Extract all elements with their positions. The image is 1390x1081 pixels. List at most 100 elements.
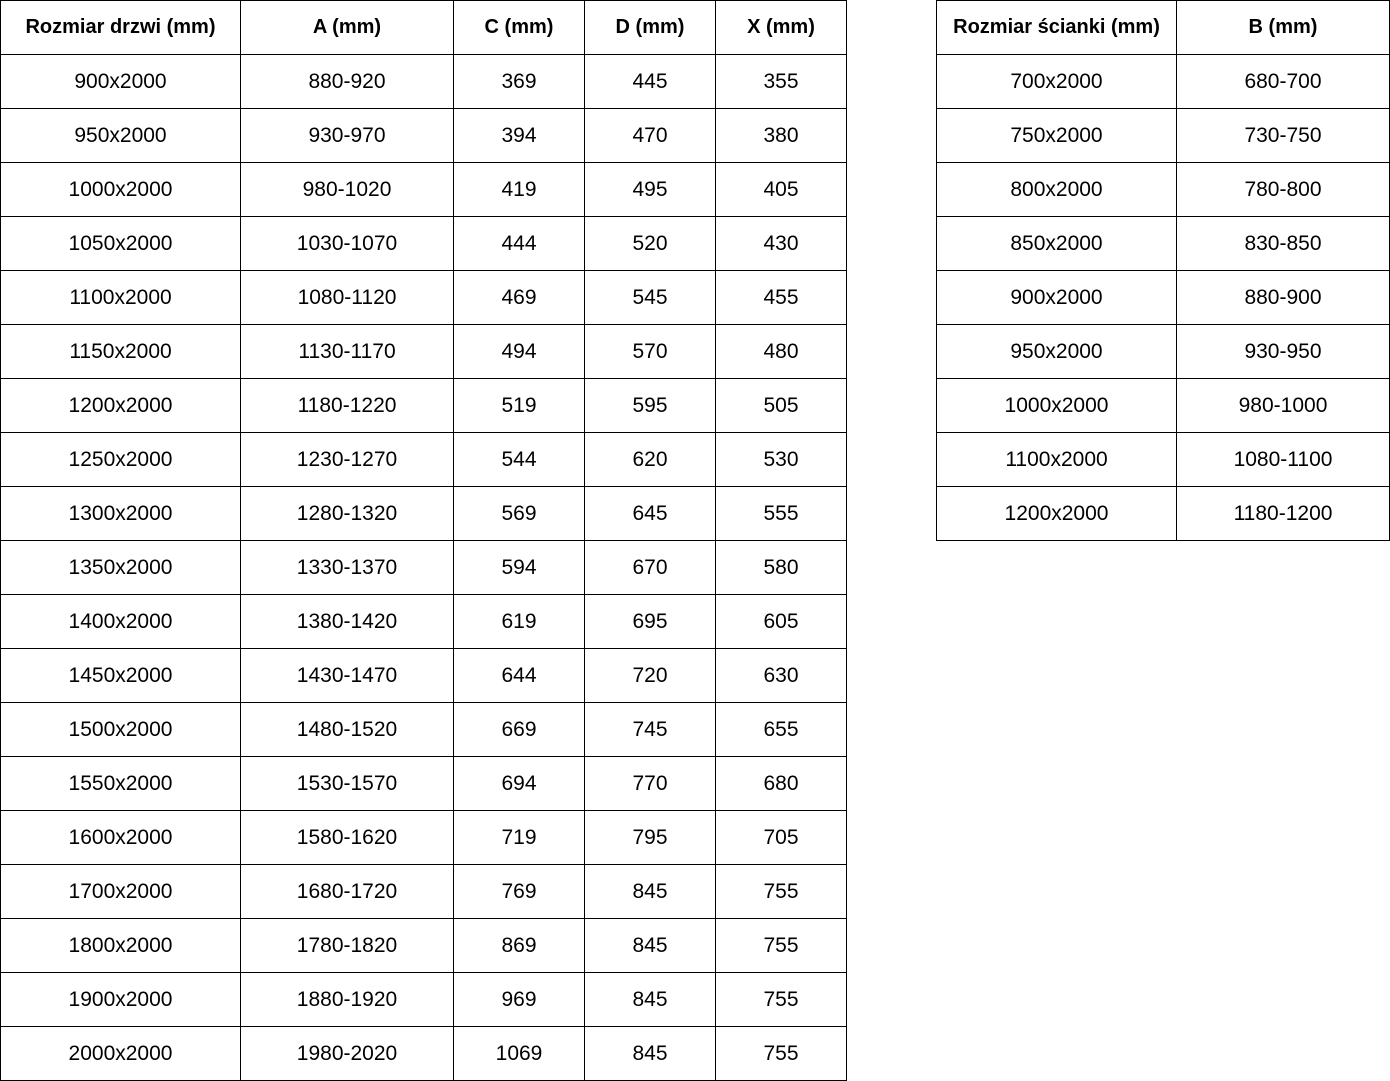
- table-cell: 519: [453, 378, 585, 433]
- table-cell: 1069: [453, 1026, 585, 1081]
- table-cell: 545: [584, 270, 716, 325]
- table-row: 1550x2000 1530-1570 694 770 680: [0, 756, 847, 811]
- table-row: 1200x2000 1180-1220 519 595 505: [0, 378, 847, 433]
- table-cell: 1000x2000: [936, 378, 1177, 433]
- table-cell: 505: [715, 378, 847, 433]
- table-cell: 930-950: [1176, 324, 1390, 379]
- table-cell: 1550x2000: [0, 756, 241, 811]
- table-cell: 845: [584, 918, 716, 973]
- table-cell: 670: [584, 540, 716, 595]
- table-row: 1900x2000 1880-1920 969 845 755: [0, 972, 847, 1027]
- table-cell: 455: [715, 270, 847, 325]
- table-cell: 880-920: [240, 54, 454, 109]
- table-cell: 469: [453, 270, 585, 325]
- table-cell: 595: [584, 378, 716, 433]
- table-cell: 620: [584, 432, 716, 487]
- wall-size-table: Rozmiar ścianki (mm) B (mm) 700x2000 680-7…: [936, 0, 1390, 541]
- table-cell: 830-850: [1176, 216, 1390, 271]
- table-cell: 1380-1420: [240, 594, 454, 649]
- table-cell: 445: [584, 54, 716, 109]
- table-cell: 1450x2000: [0, 648, 241, 703]
- table-cell: 694: [453, 756, 585, 811]
- table-cell: 555: [715, 486, 847, 541]
- table-cell: 755: [715, 918, 847, 973]
- table-row: 1450x2000 1430-1470 644 720 630: [0, 648, 847, 703]
- table-cell: 1780-1820: [240, 918, 454, 973]
- table-row: 1150x2000 1130-1170 494 570 480: [0, 324, 847, 379]
- table-cell: 530: [715, 432, 847, 487]
- column-header: D (mm): [584, 0, 716, 55]
- table-row: 700x2000 680-700: [936, 54, 1390, 109]
- table-cell: 845: [584, 1026, 716, 1081]
- table-row: 1100x2000 1080-1120 469 545 455: [0, 270, 847, 325]
- table-cell: 770: [584, 756, 716, 811]
- table-cell: 1530-1570: [240, 756, 454, 811]
- table-cell: 680-700: [1176, 54, 1390, 109]
- table-row: 1000x2000 980-1000: [936, 378, 1390, 433]
- table-cell: 1130-1170: [240, 324, 454, 379]
- table-cell: 419: [453, 162, 585, 217]
- column-header: Rozmiar drzwi (mm): [0, 0, 241, 55]
- table-cell: 755: [715, 972, 847, 1027]
- table-cell: 980-1020: [240, 162, 454, 217]
- table-cell: 1330-1370: [240, 540, 454, 595]
- table-cell: 355: [715, 54, 847, 109]
- table-cell: 470: [584, 108, 716, 163]
- table-cell: 605: [715, 594, 847, 649]
- table-cell: 655: [715, 702, 847, 757]
- table-cell: 1080-1120: [240, 270, 454, 325]
- table-cell: 700x2000: [936, 54, 1177, 109]
- table-row: 850x2000 830-850: [936, 216, 1390, 271]
- table-cell: 1500x2000: [0, 702, 241, 757]
- table-row: 1100x2000 1080-1100: [936, 432, 1390, 487]
- table-cell: 1100x2000: [0, 270, 241, 325]
- table-cell: 1800x2000: [0, 918, 241, 973]
- table-cell: 1400x2000: [0, 594, 241, 649]
- table-row: 1350x2000 1330-1370 594 670 580: [0, 540, 847, 595]
- table-cell: 780-800: [1176, 162, 1390, 217]
- table-cell: 644: [453, 648, 585, 703]
- table-row: 1050x2000 1030-1070 444 520 430: [0, 216, 847, 271]
- table-cell: 2000x2000: [0, 1026, 241, 1081]
- table-cell: 1200x2000: [0, 378, 241, 433]
- table-cell: 1180-1200: [1176, 486, 1390, 541]
- table-cell: 730-750: [1176, 108, 1390, 163]
- table-cell: 444: [453, 216, 585, 271]
- table-row: 1300x2000 1280-1320 569 645 555: [0, 486, 847, 541]
- table-cell: 619: [453, 594, 585, 649]
- table-cell: 1030-1070: [240, 216, 454, 271]
- table-cell: 755: [715, 864, 847, 919]
- table-cell: 1250x2000: [0, 432, 241, 487]
- table-cell: 1150x2000: [0, 324, 241, 379]
- table-cell: 669: [453, 702, 585, 757]
- table-cell: 1600x2000: [0, 810, 241, 865]
- table-cell: 900x2000: [936, 270, 1177, 325]
- table-cell: 930-970: [240, 108, 454, 163]
- table-cell: 495: [584, 162, 716, 217]
- table-cell: 869: [453, 918, 585, 973]
- table-cell: 394: [453, 108, 585, 163]
- table-cell: 1980-2020: [240, 1026, 454, 1081]
- table-cell: 580: [715, 540, 847, 595]
- table-cell: 570: [584, 324, 716, 379]
- table-row: 2000x2000 1980-2020 1069 845 755: [0, 1026, 847, 1081]
- table-cell: 1180-1220: [240, 378, 454, 433]
- table-cell: 1080-1100: [1176, 432, 1390, 487]
- table-cell: 880-900: [1176, 270, 1390, 325]
- table-cell: 1000x2000: [0, 162, 241, 217]
- table-header-row: Rozmiar drzwi (mm) A (mm) C (mm) D (mm) X (m…: [0, 0, 847, 55]
- table-row: 1200x2000 1180-1200: [936, 486, 1390, 541]
- table-cell: 755: [715, 1026, 847, 1081]
- table-row: 900x2000 880-920 369 445 355: [0, 54, 847, 109]
- table-cell: 769: [453, 864, 585, 919]
- table-cell: 705: [715, 810, 847, 865]
- column-header: Rozmiar ścianki (mm): [936, 0, 1177, 55]
- table-cell: 845: [584, 972, 716, 1027]
- table-cell: 980-1000: [1176, 378, 1390, 433]
- column-header: A (mm): [240, 0, 454, 55]
- table-cell: 1300x2000: [0, 486, 241, 541]
- doors-size-table: Rozmiar drzwi (mm) A (mm) C (mm) D (mm) X (m…: [0, 0, 847, 1081]
- table-cell: 1900x2000: [0, 972, 241, 1027]
- table-row: 900x2000 880-900: [936, 270, 1390, 325]
- table-cell: 1050x2000: [0, 216, 241, 271]
